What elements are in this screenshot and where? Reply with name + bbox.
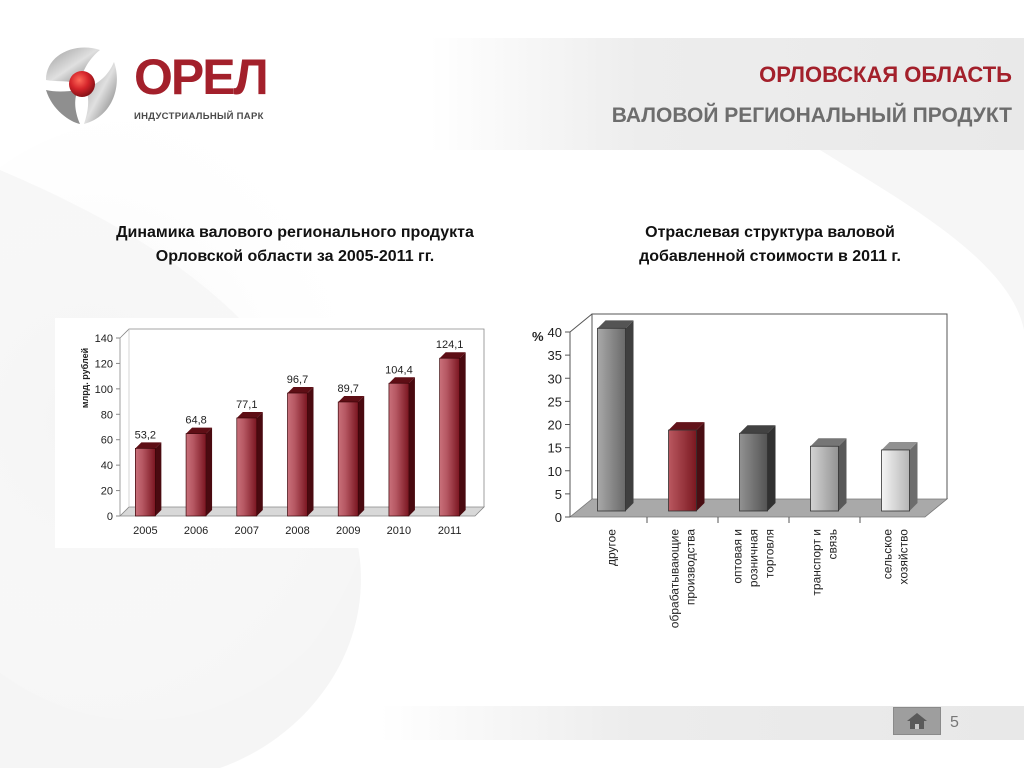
chart1-data-label: 96,7 bbox=[287, 374, 308, 386]
chart2-y-tick-label: 10 bbox=[548, 464, 562, 479]
chart2-y-tick-label: 30 bbox=[548, 371, 562, 386]
chart2-bar-top bbox=[810, 438, 847, 447]
logo-emblem bbox=[46, 47, 117, 124]
left-chart-title-line2: Орловской области за 2005-2011 гг. bbox=[155, 248, 435, 265]
chart1-x-tick-label: 2006 bbox=[184, 525, 208, 537]
chart1-x-tick-label: 2009 bbox=[336, 525, 360, 537]
chart1-bar-side bbox=[206, 427, 213, 516]
chart2-bar bbox=[810, 445, 839, 512]
home-button[interactable] bbox=[893, 707, 941, 735]
chart2-bar bbox=[597, 327, 626, 512]
chart2-x-category-label: розничная bbox=[747, 529, 761, 587]
chart1-bar-side bbox=[155, 442, 162, 516]
chart1-bar-top bbox=[338, 395, 365, 402]
page-number: 5 bbox=[950, 714, 959, 731]
chart1-bar-side bbox=[358, 395, 365, 516]
chart1-bar-top bbox=[287, 387, 314, 394]
chart1-bar-top bbox=[388, 377, 415, 384]
chart2-bar-top bbox=[881, 441, 918, 450]
chart1-y-tick-label: 40 bbox=[101, 460, 113, 472]
chart2-bar-side bbox=[909, 441, 918, 511]
chart1-x-tick-label: 2010 bbox=[387, 525, 411, 537]
chart1-x-tick-label: 2011 bbox=[438, 525, 462, 537]
chart1-y-tick-label: 140 bbox=[95, 333, 113, 345]
chart1-y-tick-label: 60 bbox=[101, 435, 113, 447]
sector-structure-chart: 0 5 10 15 20 25 30 35 40% другое обрабатывающие про… bbox=[532, 313, 949, 629]
chart1-x-tick-label: 2008 bbox=[285, 525, 309, 537]
chart2-bar bbox=[881, 449, 910, 512]
chart1-x-tick-label: 2007 bbox=[235, 525, 259, 537]
chart1-bar bbox=[388, 382, 410, 517]
header-band bbox=[430, 38, 1024, 150]
chart1-y-axis-label: млрд. рублей bbox=[80, 348, 90, 408]
right-chart-title: Отраслевая структура валовой добавленной… bbox=[560, 221, 980, 269]
chart1-data-label: 64,8 bbox=[185, 415, 206, 427]
chart1-bar-top bbox=[236, 411, 263, 418]
slide-subject-title: ВАЛОВОЙ РЕГИОНАЛЬНЫЙ ПРОДУКТ bbox=[611, 104, 1012, 127]
chart2-y-tick-label: 20 bbox=[548, 418, 562, 433]
chart2-back-wall bbox=[591, 313, 948, 499]
chart1-data-label: 104,4 bbox=[385, 364, 413, 376]
chart1-data-label: 89,7 bbox=[338, 383, 359, 395]
chart1-y-tick-label: 20 bbox=[101, 486, 113, 498]
chart2-bar-side bbox=[838, 438, 847, 511]
chart1-bar-side bbox=[408, 377, 415, 516]
grp-dynamics-chart: 0 20 40 60 80 100 120 140 млрд. рублей 53,2 2005 64… bbox=[55, 318, 495, 548]
chart1-y-tick-label: 80 bbox=[101, 409, 113, 421]
chart2-bar bbox=[739, 432, 768, 512]
chart2-x-category-label: обрабатывающие bbox=[668, 529, 682, 629]
chart2-y-tick-label: 25 bbox=[548, 394, 562, 409]
chart2-wall-edge bbox=[569, 313, 593, 333]
chart2-y-tick-label: 15 bbox=[548, 441, 562, 456]
chart2-bar-side bbox=[767, 425, 776, 511]
chart1-bar bbox=[337, 401, 359, 517]
chart2-y-axis-label: % bbox=[532, 329, 544, 344]
left-chart-title-line1: Динамика валового регионального продукта bbox=[116, 224, 474, 241]
chart2-x-category-label: торговля bbox=[763, 529, 777, 578]
right-chart-title-line1: Отраслевая структура валовой bbox=[645, 224, 895, 241]
chart1-bar-side bbox=[307, 387, 314, 516]
chart1-data-label: 124,1 bbox=[436, 339, 464, 351]
chart1-bar-side bbox=[256, 411, 263, 516]
chart2-bar bbox=[668, 429, 697, 512]
chart1-y-tick-label: 0 bbox=[107, 511, 113, 523]
chart1-bar-top bbox=[186, 427, 213, 434]
chart2-x-category-label: транспорт и bbox=[810, 529, 824, 596]
chart1-bar bbox=[236, 417, 258, 517]
chart2-x-category-label: оптовая и bbox=[731, 529, 745, 584]
chart2-y-tick-label: 0 bbox=[555, 510, 562, 525]
chart1-y-tick-label: 120 bbox=[95, 358, 113, 370]
chart1-bar-top bbox=[135, 442, 162, 449]
chart1-bar-top bbox=[439, 352, 466, 359]
chart2-bar-top bbox=[739, 425, 776, 434]
chart1-bar bbox=[439, 357, 460, 517]
chart1-bar-side bbox=[459, 352, 466, 516]
chart2-y-tick-label: 5 bbox=[555, 487, 562, 502]
logo-wordmark: ОРЕЛ bbox=[134, 49, 269, 105]
chart1-data-label: 53,2 bbox=[135, 429, 156, 441]
chart2-bar-side bbox=[625, 320, 634, 511]
region-title: ОРЛОВСКАЯ ОБЛАСТЬ bbox=[759, 62, 1012, 87]
chart1-bar bbox=[287, 392, 308, 517]
chart1-bar bbox=[135, 448, 156, 517]
chart1-bar bbox=[185, 433, 207, 517]
chart2-bar-side bbox=[696, 422, 705, 511]
chart2-x-category-label: другое bbox=[605, 529, 619, 566]
chart2-x-category-label: сельское bbox=[881, 529, 895, 580]
logo-subtitle: ИНДУСТРИАЛЬНЫЙ ПАРК bbox=[134, 111, 264, 122]
chart1-x-tick-label: 2005 bbox=[133, 525, 157, 537]
chart2-y-tick-label: 40 bbox=[548, 325, 562, 340]
chart1-y-tick-label: 100 bbox=[95, 384, 113, 396]
chart2-y-tick-label: 35 bbox=[548, 348, 562, 363]
left-chart-title: Динамика валового регионального продукта… bbox=[55, 221, 535, 269]
chart1-data-label: 77,1 bbox=[236, 399, 257, 411]
chart2-x-category-label: связь bbox=[826, 529, 840, 560]
chart2-bar-top bbox=[597, 320, 634, 329]
home-icon bbox=[907, 713, 927, 729]
chart2-x-category-label: хозяйство bbox=[897, 529, 911, 585]
right-chart-title-line2: добавленной стоимости в 2011 г. bbox=[639, 248, 901, 265]
chart2-bar-top bbox=[668, 422, 705, 431]
chart2-x-category-label: производства bbox=[684, 529, 698, 605]
